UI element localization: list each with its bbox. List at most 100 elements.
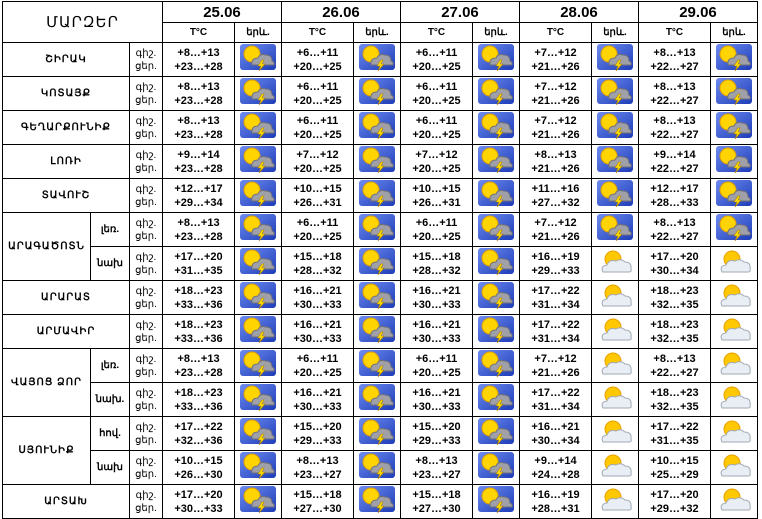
day-temp: +30…+33 [293, 400, 342, 413]
weather-icon [591, 382, 639, 417]
storm-icon [240, 418, 276, 446]
day-temp: +22…+27 [650, 94, 699, 107]
weather-icon [234, 144, 282, 179]
cloud [601, 361, 632, 375]
storm-icon [478, 214, 514, 242]
partly-cloudy-icon [601, 284, 632, 307]
temperature: +18…+23 +32…+35 [638, 280, 711, 315]
lightning [614, 195, 623, 208]
day-temp: +30…+33 [412, 332, 461, 345]
weather-icon [353, 280, 401, 315]
storm-icon [240, 486, 276, 514]
weather-icon [472, 416, 520, 451]
night-temp: +18…+23 [650, 284, 699, 297]
night-temp: +8…+13 [653, 114, 696, 127]
temperature: +17…+22 +31…+35 [638, 416, 711, 451]
weather-icon [710, 280, 758, 315]
temperature: +8…+13 +23…+28 [162, 348, 235, 383]
temperature: +17…+20 +30…+33 [162, 484, 235, 519]
temperature: +10…+15 +26…+31 [400, 178, 473, 213]
storm-icon [478, 282, 514, 310]
night-temp: +6…+11 [296, 46, 339, 59]
night-temp: +8…+13 [177, 352, 220, 365]
subheader-row: T°C երև. T°C երև. T°C երև. T°C երև. T°C երև. [3, 22, 758, 43]
day-temp: +22…+27 [650, 60, 699, 73]
storm-icon [359, 350, 395, 378]
storm-icon [359, 282, 395, 310]
weather-icon [234, 416, 282, 451]
temperature: +7…+12 +21…+26 [519, 42, 592, 77]
temperature: +10…+15 +25…+29 [638, 450, 711, 485]
lightning [733, 59, 742, 72]
day-temp: +29…+32 [650, 502, 699, 515]
lightning [733, 93, 742, 106]
lightning [257, 297, 266, 310]
day-temp: +31…+35 [174, 264, 223, 277]
storm-icon [240, 44, 276, 72]
night-temp: +16…+21 [412, 284, 461, 297]
day-temp: +21…+26 [531, 366, 580, 379]
day-temp: +20…+25 [412, 230, 461, 243]
temperature: +8…+13 +23…+27 [400, 450, 473, 485]
weather-icon [234, 382, 282, 417]
lightning [376, 59, 385, 72]
day-temp: +20…+25 [293, 230, 342, 243]
region-name: ՏԱՎՈՒՇ [2, 178, 130, 213]
subregion-name: նախ [90, 450, 130, 485]
partly-cloudy-icon [720, 318, 751, 341]
night-temp: +7…+12 [534, 80, 577, 93]
lightning [257, 229, 266, 242]
night-temp: +6…+11 [296, 80, 339, 93]
temp-header: T°C [400, 22, 473, 43]
partly-cloudy-icon [720, 386, 751, 409]
day-label: ցեր. [135, 502, 157, 514]
weather-icon [472, 178, 520, 213]
storm-icon [359, 78, 395, 106]
region-name: ԱՐԱԳԱԾՈՏՆ [2, 212, 91, 281]
day-temp: +27…+30 [293, 502, 342, 515]
temperature: +6…+11 +20…+25 [281, 110, 354, 145]
day-temp: +23…+28 [174, 94, 223, 107]
weather-icon [591, 212, 639, 247]
night-temp: +11…+16 [531, 182, 580, 195]
temperature: +15…+18 +28…+32 [281, 246, 354, 281]
weather-icon [591, 314, 639, 349]
lightning [257, 331, 266, 344]
storm-icon [359, 452, 395, 480]
night-temp: +12…+17 [174, 182, 223, 195]
day-temp: +33…+36 [174, 332, 223, 345]
day-temp: +20…+25 [293, 366, 342, 379]
weather-icon [234, 280, 282, 315]
temperature: +16…+21 +30…+33 [400, 280, 473, 315]
regions-header: ՄԱՐԶԵՐ [2, 1, 163, 43]
night-temp: +18…+23 [174, 318, 223, 331]
weather-icon [710, 450, 758, 485]
temperature: +7…+12 +21…+26 [519, 348, 592, 383]
temperature: +8…+13 +21…+26 [519, 144, 592, 179]
storm-icon [478, 44, 514, 72]
temperature: +8…+13 +23…+28 [162, 42, 235, 77]
storm-icon [359, 44, 395, 72]
night-temp: +8…+13 [177, 216, 220, 229]
temperature: +9…+14 +24…+28 [519, 450, 592, 485]
night-label: գիշ. [135, 353, 157, 365]
partly-cloudy-icon [601, 250, 632, 273]
partly-cloudy-icon [601, 352, 632, 375]
storm-icon [478, 248, 514, 276]
temperature: +16…+21 +30…+33 [281, 280, 354, 315]
day-temp: +23…+28 [174, 60, 223, 73]
temperature: +7…+12 +21…+26 [519, 76, 592, 111]
temperature: +16…+19 +28…+31 [519, 484, 592, 519]
day-temp: +28…+31 [531, 502, 580, 515]
lightning [495, 229, 504, 242]
day-label: ցեր. [135, 230, 157, 242]
day-temp: +29…+33 [293, 434, 342, 447]
night-temp: +9…+14 [177, 148, 220, 161]
weather-icon [353, 110, 401, 145]
region-row: ԼՈՌԻ գիշ. ցեր. +9…+14 +23…+28 +7…+12 +20…+25 +7… [2, 144, 758, 179]
weather-icon [234, 42, 282, 77]
day-temp: +23…+28 [174, 366, 223, 379]
storm-icon [359, 180, 395, 208]
weather-icon [710, 42, 758, 77]
